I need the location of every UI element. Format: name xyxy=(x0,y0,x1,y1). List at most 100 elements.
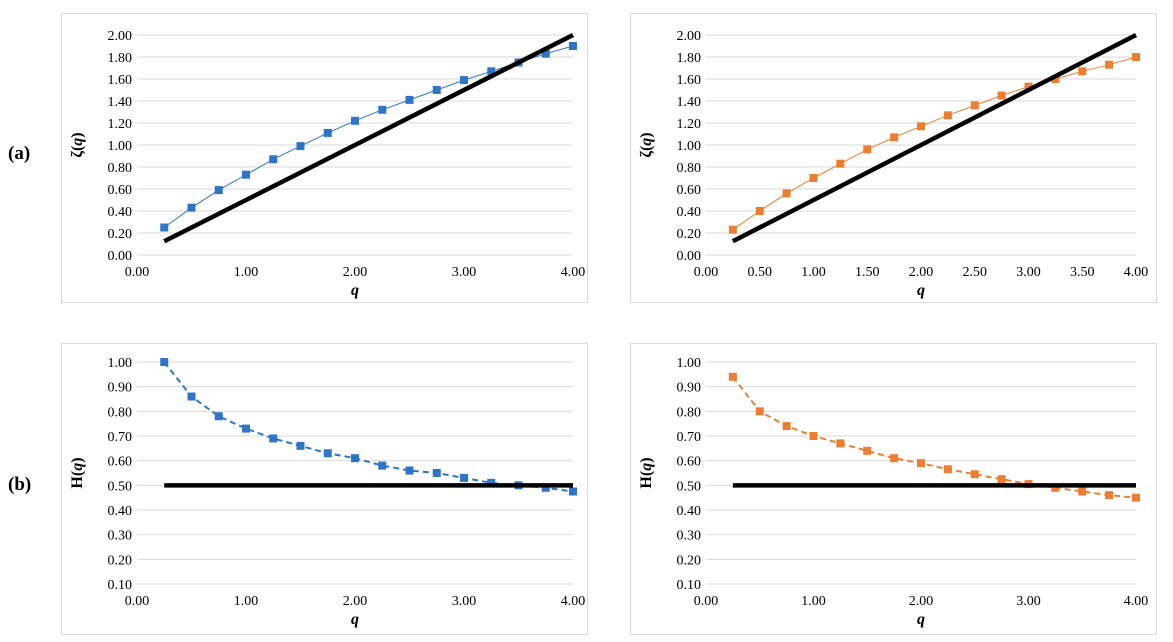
data-point xyxy=(1024,82,1033,91)
y-axis-label: H(q) xyxy=(638,457,655,488)
data-point xyxy=(836,439,845,448)
data-point xyxy=(296,441,305,450)
x-tick-label: 4.00 xyxy=(1124,594,1149,609)
y-tick-label: 0.20 xyxy=(108,553,133,568)
data-point xyxy=(214,412,223,421)
x-axis-label: q xyxy=(917,282,925,299)
y-tick-label: 1.60 xyxy=(108,73,133,88)
y-tick-label: 0.80 xyxy=(677,405,702,420)
y-tick-label: 0.40 xyxy=(677,504,702,519)
y-tick-label: 0.50 xyxy=(677,479,702,494)
y-axis-label: H(q) xyxy=(69,457,86,488)
y-axis-label-prefix: ζ( xyxy=(638,146,655,158)
y-tick-label: 2.00 xyxy=(108,29,133,44)
data-point xyxy=(997,91,1006,100)
y-tick-label: 0.00 xyxy=(108,249,133,264)
data-point xyxy=(728,225,737,234)
data-point xyxy=(323,128,332,137)
data-point xyxy=(943,111,952,120)
x-tick-label: 0.00 xyxy=(125,594,150,609)
y-tick-label: 0.60 xyxy=(108,455,133,470)
series-line xyxy=(163,361,574,493)
y-tick-label: 2.00 xyxy=(677,29,702,44)
y-tick-label: 0.40 xyxy=(108,205,133,220)
y-axis-label: ζ(q) xyxy=(69,132,86,157)
data-point xyxy=(160,358,169,366)
data-point xyxy=(378,105,387,114)
x-tick-label: 1.00 xyxy=(801,265,826,280)
chart-a-left: 0.00 0.20 0.40 0.60 0.80 1.00 1.20 1.40 1.60 1.80… xyxy=(69,29,586,299)
data-point xyxy=(187,203,196,212)
data-point xyxy=(541,49,550,58)
data-point xyxy=(160,223,169,232)
data-point xyxy=(351,116,359,125)
y-tick-label: 0.70 xyxy=(108,430,133,445)
y-tick-label: 0.20 xyxy=(677,227,702,242)
data-point xyxy=(863,145,872,154)
data-point xyxy=(970,101,979,110)
reference-line xyxy=(731,32,1138,244)
data-point xyxy=(569,487,577,496)
y-tick-label: 0.30 xyxy=(677,529,702,544)
data-point xyxy=(943,465,952,474)
y-tick-label: 0.10 xyxy=(677,578,702,593)
data-point xyxy=(432,469,441,477)
y-axis-label-suffix: ) xyxy=(638,457,655,462)
y-tick-label: 1.40 xyxy=(677,95,702,110)
data-point xyxy=(1132,493,1140,502)
data-point xyxy=(1105,491,1114,500)
y-axis-label-prefix: H( xyxy=(69,471,86,489)
chart-a-right: 0.00 0.20 0.40 0.60 0.80 1.00 1.20 1.40 1.60 1.80… xyxy=(638,29,1149,299)
y-tick-label: 1.20 xyxy=(677,117,702,132)
series-line xyxy=(732,376,1137,499)
data-point xyxy=(487,478,496,487)
chart-panel-b-right: 0.10 0.20 0.30 0.40 0.50 0.60 0.70 0.80 0.90 1.00… xyxy=(630,343,1157,635)
data-point xyxy=(432,86,441,94)
y-tick-label: 0.80 xyxy=(108,161,133,176)
y-tick-label: 1.00 xyxy=(677,356,702,371)
data-point xyxy=(1078,67,1087,76)
y-tick-label: 0.60 xyxy=(108,183,133,198)
data-point xyxy=(214,186,223,195)
data-point xyxy=(1078,487,1087,496)
x-tick-label: 4.00 xyxy=(1124,265,1149,280)
row-label-b: (b) xyxy=(8,474,32,495)
data-point xyxy=(809,174,818,182)
chart-b-right: 0.10 0.20 0.30 0.40 0.50 0.60 0.70 0.80 0.90 1.00… xyxy=(638,356,1149,628)
data-point xyxy=(970,470,979,479)
data-point xyxy=(187,392,196,401)
data-point xyxy=(1105,60,1114,69)
y-tick-label: 1.80 xyxy=(108,51,133,66)
y-axis-label-var: q xyxy=(69,138,86,146)
data-point xyxy=(1051,75,1060,83)
data-point xyxy=(323,449,332,458)
y-axis-label-var: q xyxy=(638,138,655,146)
data-point xyxy=(269,434,278,443)
data-point xyxy=(755,407,764,416)
data-point xyxy=(890,454,899,463)
x-tick-label: 2.00 xyxy=(343,594,368,609)
y-tick-label: 0.10 xyxy=(108,578,133,593)
y-tick-label: 1.60 xyxy=(677,73,702,88)
row-label-a: (a) xyxy=(8,143,31,164)
y-axis-label-suffix: ) xyxy=(69,457,86,462)
x-tick-label: 3.00 xyxy=(452,594,477,609)
data-point xyxy=(997,475,1006,484)
data-point xyxy=(863,446,872,455)
y-tick-label: 0.60 xyxy=(677,183,702,198)
x-axis-label: q xyxy=(351,611,359,628)
y-tick-label: 0.30 xyxy=(108,529,133,544)
x-tick-label: 3.00 xyxy=(1016,265,1041,280)
data-point xyxy=(460,76,468,85)
y-tick-label: 1.00 xyxy=(677,139,702,154)
data-point xyxy=(809,432,818,440)
y-tick-label: 1.00 xyxy=(108,356,133,371)
x-tick-label: 4.00 xyxy=(561,265,586,280)
chart-panel-b-left: 0.10 0.20 0.30 0.40 0.50 0.60 0.70 0.80 0.90 1.00… xyxy=(61,343,588,635)
y-tick-label: 0.20 xyxy=(108,227,133,242)
x-tick-label: 2.50 xyxy=(963,265,988,280)
y-tick-label: 0.50 xyxy=(108,479,133,494)
data-point xyxy=(917,122,925,131)
y-tick-label: 0.20 xyxy=(677,553,702,568)
y-tick-label: 0.00 xyxy=(677,249,702,264)
